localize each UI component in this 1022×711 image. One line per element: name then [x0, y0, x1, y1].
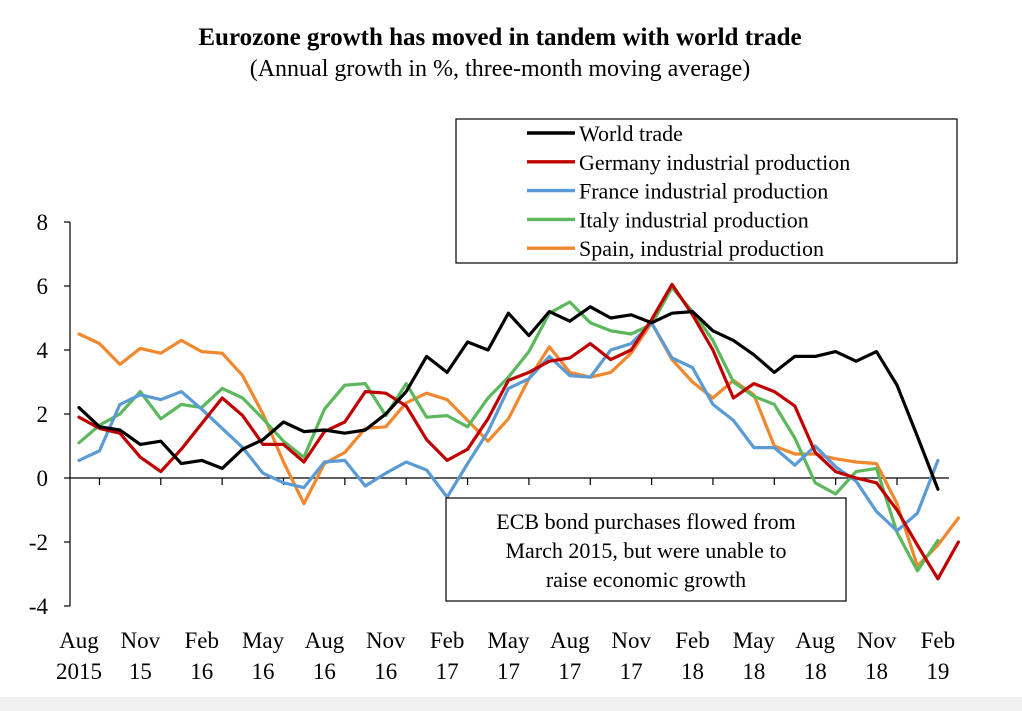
x-tick-label: 16 — [374, 659, 397, 684]
x-tick-label: 15 — [129, 659, 152, 684]
y-tick-label: 6 — [37, 274, 49, 299]
x-tick-label: 18 — [742, 659, 765, 684]
annotation-text: raise economic growth — [546, 567, 746, 592]
x-tick-label: Aug — [59, 628, 99, 653]
series-line-italy-industrial-production — [77, 286, 940, 573]
annotation: ECB bond purchases flowed from March 2015… — [445, 497, 847, 602]
legend: World trade Germany industrial production… — [455, 118, 958, 264]
x-tick-label: 18 — [681, 659, 704, 684]
annotation-box — [445, 497, 847, 602]
y-tick-label: -4 — [29, 594, 49, 619]
y-tick-label: 4 — [37, 338, 49, 363]
x-tick-label: Feb — [675, 628, 710, 653]
annotation-text: ECB bond purchases flowed from — [496, 509, 795, 534]
x-tick-label: 17 — [620, 659, 643, 684]
x-tick-label: Aug — [305, 628, 345, 653]
series-line-spain-industrial-production — [77, 321, 961, 568]
x-tick-label: May — [487, 628, 530, 653]
x-tick-label: 17 — [558, 659, 581, 684]
legend-entry: World trade — [579, 121, 683, 146]
x-tick-label: May — [242, 628, 285, 653]
x-tick-label: Feb — [430, 628, 465, 653]
series-line-france-industrial-production — [77, 321, 940, 533]
x-tick-label: 17 — [497, 659, 520, 684]
legend-entry: France industrial production — [579, 179, 828, 204]
legend-entry: Germany industrial production — [579, 150, 850, 175]
x-tick-label: 17 — [436, 659, 459, 684]
x-tick-label: Aug — [550, 628, 590, 653]
legend-entry: Spain, industrial production — [579, 236, 824, 261]
x-tick-label: 16 — [190, 659, 213, 684]
annotation-text: March 2015, but were unable to — [505, 538, 786, 563]
series-line-world-trade — [77, 305, 940, 491]
x-tick-label: 16 — [313, 659, 336, 684]
y-tick-label: 2 — [37, 402, 49, 427]
y-tick-label: -2 — [29, 530, 48, 555]
x-tick-label: Feb — [921, 628, 956, 653]
x-tick-label: 18 — [804, 659, 827, 684]
legend-entry: Italy industrial production — [579, 207, 809, 232]
x-tick-label: May — [733, 628, 776, 653]
chart-title: Eurozone growth has moved in tandem with… — [198, 24, 802, 51]
y-tick-label: 8 — [37, 210, 49, 235]
series-line-germany-industrial-production — [77, 282, 961, 581]
x-tick-label: Nov — [121, 628, 161, 653]
x-tick-label: 18 — [865, 659, 888, 684]
x-tick-label: 19 — [926, 659, 949, 684]
chart-subtitle: (Annual growth in %, three-month moving … — [249, 56, 751, 82]
x-tick-label: 16 — [252, 659, 275, 684]
x-tick-label: Nov — [611, 628, 651, 653]
x-tick-label: Aug — [795, 628, 835, 653]
x-tick-label: Feb — [184, 628, 219, 653]
x-tick-label: Nov — [857, 628, 897, 653]
x-tick-label: Nov — [366, 628, 406, 653]
y-tick-label: 0 — [37, 466, 49, 491]
x-tick-label: 2015 — [56, 659, 102, 684]
bottom-bar — [0, 697, 1022, 711]
